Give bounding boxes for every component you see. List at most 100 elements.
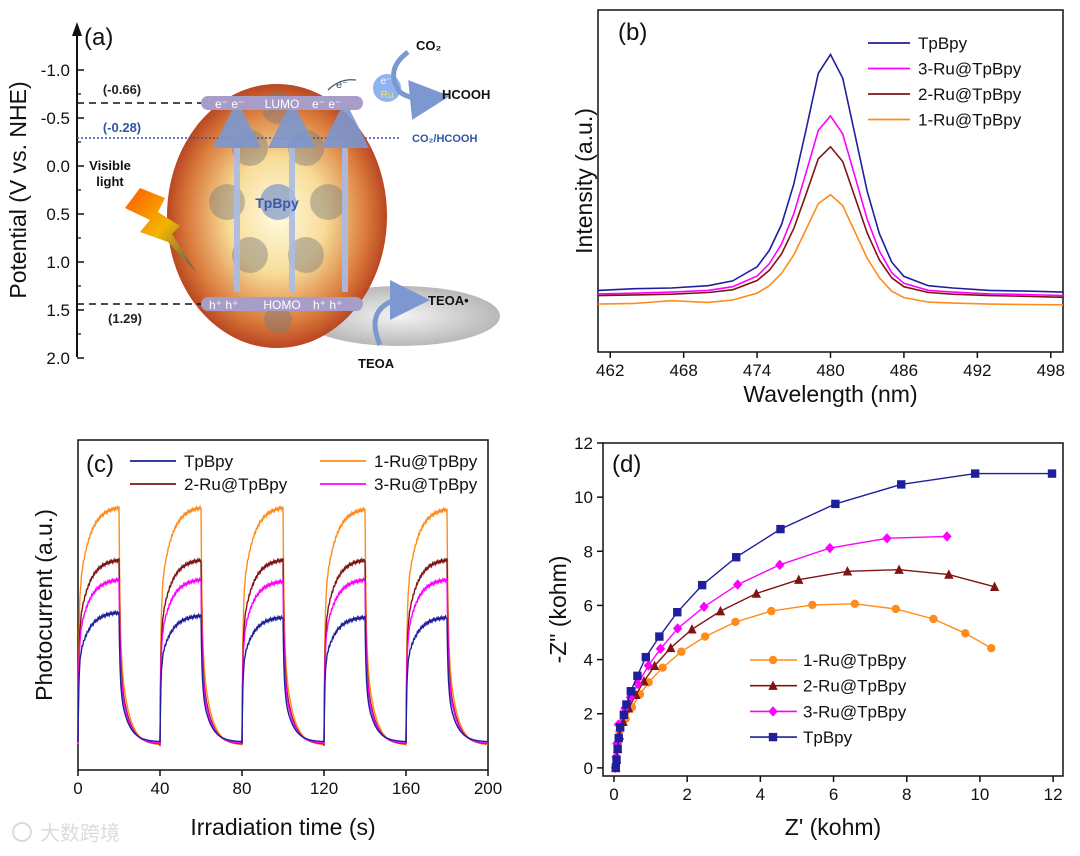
lumo-label: LUMO <box>265 97 300 111</box>
data-point-square <box>614 733 623 743</box>
data-point-triangle <box>894 564 904 574</box>
lightning-bolt-icon <box>125 188 196 272</box>
legend-label: 2-Ru@TpBpy <box>803 677 907 696</box>
excitation-arrows <box>213 100 369 292</box>
series-line-TpBpy <box>615 472 1052 768</box>
data-point-square <box>732 553 741 562</box>
lumo-electrons-right: e⁻ e⁻ <box>312 97 341 111</box>
series-line-TpBpy <box>597 52 1064 293</box>
x-tick-label: 480 <box>816 361 844 380</box>
data-point-circle <box>658 663 667 672</box>
data-point-square <box>655 632 664 641</box>
panel-label-d: (d) <box>612 451 641 478</box>
plot-frame <box>602 442 1064 777</box>
data-point-triangle <box>687 624 697 634</box>
co2-label: CO₂ <box>416 38 442 53</box>
data-point-circle <box>677 647 686 656</box>
lumo-value: (-0.66) <box>103 82 141 97</box>
potential-tick-label: 2.0 <box>46 349 70 368</box>
data-point-triangle <box>989 581 1000 591</box>
data-point-square <box>613 744 622 754</box>
legend-label: 1-Ru@TpBpy <box>803 651 907 670</box>
x-tick-label: 0 <box>609 785 618 804</box>
x-tick-label: 486 <box>890 361 918 380</box>
data-point-square <box>622 700 631 709</box>
series-line-3-Ru@TpBpy <box>597 114 1064 297</box>
x-tick-label: 492 <box>963 361 991 380</box>
panel-d-nyquist-plot: 0 2 4 6 8 10 12 0 2 4 6 8 10 12 Z' (kohm) -Z" (kohm) (d)… <box>545 434 1064 840</box>
x-axis-label: Z' (kohm) <box>785 814 881 840</box>
watermark-text: 大数跨境 <box>40 822 120 845</box>
couple-value: (-0.28) <box>103 120 141 135</box>
y-axis-label: Intensity (a.u.) <box>571 108 597 254</box>
x-tick-label: 80 <box>233 779 252 798</box>
y-tick-label: 0 <box>584 759 593 778</box>
legend-label: 1-Ru@TpBpy <box>918 111 1022 130</box>
panel-label-c: (c) <box>86 451 114 478</box>
y-tick-label: 2 <box>584 705 593 724</box>
data-point-diamond <box>768 706 778 717</box>
data-point-square <box>897 480 906 489</box>
data-point-circle <box>891 604 900 614</box>
x-tick-label: 160 <box>392 779 420 798</box>
data-point-diamond <box>643 660 654 671</box>
ru-electron: e⁻ <box>381 76 392 87</box>
data-point-square <box>641 652 651 662</box>
ru-label: Ru <box>381 90 394 101</box>
watermark: 大数跨境 <box>12 822 120 845</box>
visible-light-label-2: light <box>96 174 124 189</box>
data-point-triangle <box>794 574 804 584</box>
series-line-TpBpy <box>77 609 488 746</box>
data-point-square <box>615 723 625 732</box>
x-tick-label: 468 <box>669 361 697 380</box>
x-tick-label: 2 <box>682 785 691 804</box>
homo-holes-right: h⁺ h⁺ <box>313 298 342 312</box>
homo-band <box>201 297 363 311</box>
data-point-circle <box>850 599 859 609</box>
panel-label-a: (a) <box>84 24 113 51</box>
panel-label-b: (b) <box>618 19 647 46</box>
potential-tick-label: 1.0 <box>46 253 70 272</box>
data-point-triangle <box>666 642 676 653</box>
data-point-square <box>612 755 621 764</box>
co2-reduction-arrow-icon <box>391 50 450 120</box>
data-point-square <box>626 687 636 696</box>
transfer-electron: e⁻ <box>336 79 348 91</box>
data-point-square <box>633 671 642 681</box>
x-tick-label: 120 <box>310 779 338 798</box>
data-point-square <box>831 499 840 509</box>
axis-arrow-icon <box>72 22 82 36</box>
series-line-1-Ru@TpBpy <box>597 193 1064 306</box>
electron-transfer-arrow-icon <box>327 79 357 91</box>
data-point-square <box>970 469 980 478</box>
y-tick-label: 10 <box>574 488 593 507</box>
teoa-oxidized-label: TEOA• <box>428 293 469 308</box>
plot-frame <box>77 439 489 771</box>
x-tick-label: 0 <box>73 779 82 798</box>
y-tick-label: 4 <box>584 651 593 670</box>
data-point-square <box>611 763 621 773</box>
data-point-triangle <box>715 605 726 616</box>
panel-c-photocurrent: 0 40 80 120 160 200 Irradiation time (s) Photoc… <box>31 439 502 840</box>
x-tick-label: 474 <box>743 361 771 380</box>
potential-tick-label: -1.0 <box>41 61 70 80</box>
legend-label: TpBpy <box>918 34 968 53</box>
data-point-circle <box>700 632 710 641</box>
data-point-diamond <box>633 678 643 690</box>
center-pore <box>260 184 296 220</box>
data-point-square <box>768 732 778 742</box>
data-point-circle <box>731 617 740 627</box>
lumo-electrons-left: e⁻ e⁻ <box>215 97 244 111</box>
material-label: TpBpy <box>255 195 299 211</box>
potential-tick-label: 1.5 <box>46 301 70 320</box>
data-point-diamond <box>732 579 743 590</box>
x-tick-label: 8 <box>902 785 911 804</box>
hcooh-label: HCOOH <box>442 87 490 102</box>
x-tick-label: 4 <box>756 785 765 804</box>
homo-value: (1.29) <box>108 311 142 326</box>
potential-axis-label: Potential (V vs. NHE) <box>5 81 31 298</box>
panel-a: -1.0 -0.5 0.0 0.5 1.0 1.5 2.0 Potential (V vs.… <box>5 22 500 371</box>
data-point-circle <box>987 644 996 653</box>
x-tick-label: 12 <box>1044 785 1063 804</box>
